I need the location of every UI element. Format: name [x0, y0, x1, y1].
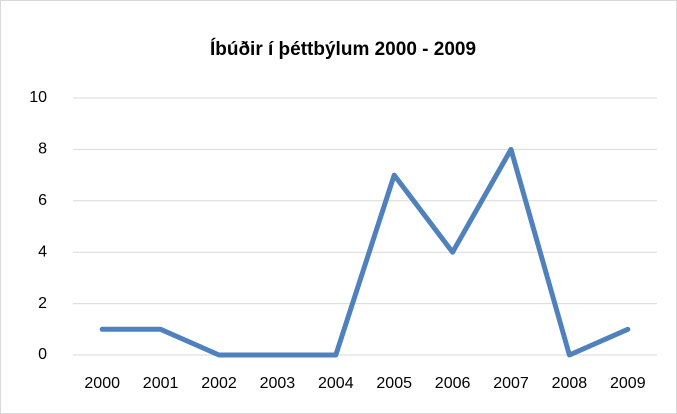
y-tick-label: 2 [38, 295, 47, 312]
y-tick-label: 10 [29, 89, 47, 106]
x-tick-label: 2003 [260, 375, 296, 392]
line-series [99, 146, 631, 358]
y-tick-label: 4 [38, 243, 47, 260]
x-tick-label: 2001 [143, 375, 179, 392]
y-tick-label: 6 [38, 192, 47, 209]
y-tick-label: 8 [38, 141, 47, 158]
x-tick-label: 2007 [493, 375, 529, 392]
y-tick-label: 0 [38, 346, 47, 363]
x-tick-label: 2006 [435, 375, 471, 392]
x-tick-label: 2005 [376, 375, 412, 392]
chart-title: Íbúðir í þéttbýlum 2000 - 2009 [210, 38, 476, 60]
x-tick-label: 2004 [318, 375, 354, 392]
x-tick-label: 2000 [84, 375, 120, 392]
x-tick-label: 2002 [201, 375, 237, 392]
x-tick-label: 2008 [552, 375, 588, 392]
x-tick-label: 2009 [610, 375, 646, 392]
